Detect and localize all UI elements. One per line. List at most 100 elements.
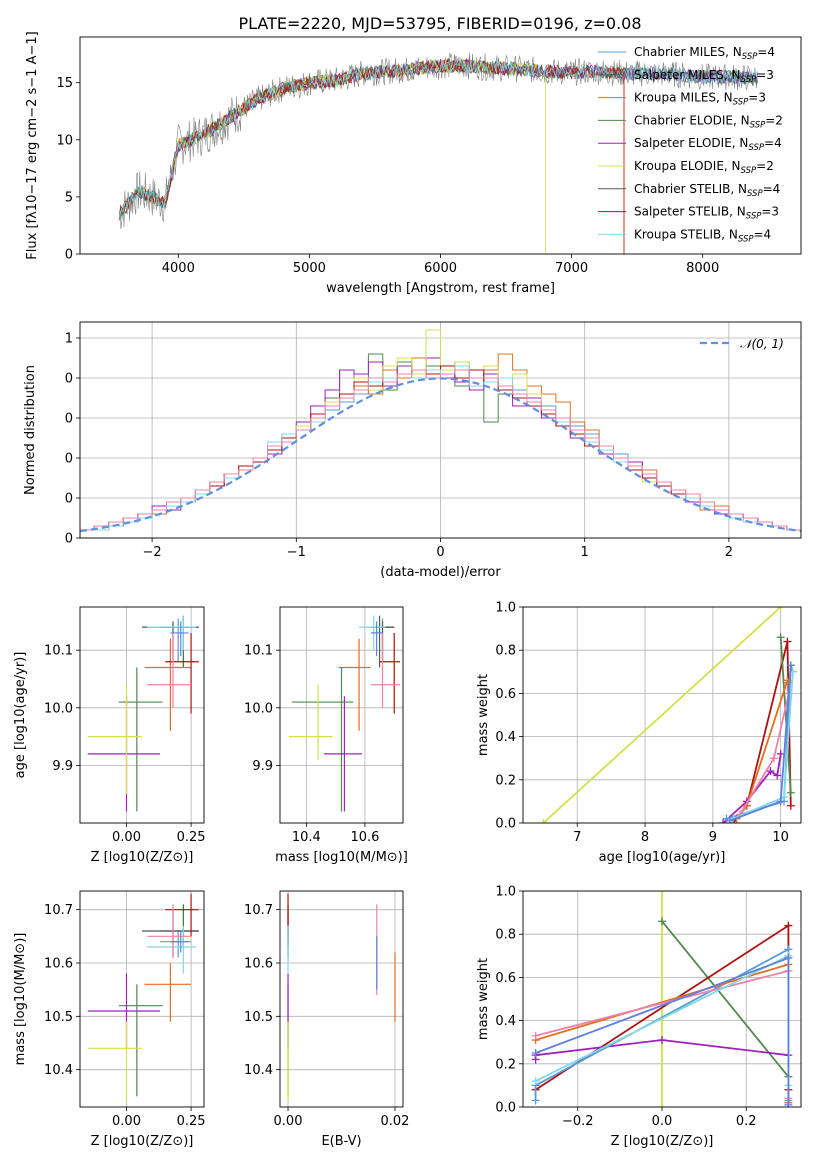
data-point: [323, 696, 362, 812]
weight-marker: [786, 801, 795, 810]
plot-area-residual_histogram: [80, 329, 801, 538]
y-tick-label: 0: [65, 492, 73, 507]
axes-mass_vs_Z: 0.00 0.25 10.4 10.5 10.6 10.7 Z [log10(Z/Z⊙)] m…: [13, 890, 206, 1149]
model-spectrum-line: [164, 57, 759, 208]
weight-marker: [658, 891, 666, 895]
x-tick-label: 0.2: [736, 1114, 757, 1129]
y-tick-label: 5: [65, 190, 73, 205]
data-point: [144, 963, 192, 1022]
legend-entry: Kroupa STELIB, NSSP=4: [634, 227, 771, 244]
data-point: [338, 638, 371, 731]
axes-spectrum: 4000 5000 6000 7000 8000 0 5 10 15 wavelength [An…: [25, 31, 802, 296]
weight-marker: [784, 1100, 793, 1107]
weight-marker: [531, 1096, 540, 1105]
y-tick-label: 0.2: [495, 773, 516, 788]
legend-entry: Salpeter STELIB, NSSP=3: [634, 205, 779, 222]
data-point: [373, 618, 389, 662]
x-tick-label: 10.4: [292, 830, 321, 845]
y-tick-label: 10.5: [244, 1010, 273, 1025]
x-axis-label: (data-model)/error: [380, 565, 501, 580]
weight-marker: [531, 1077, 540, 1086]
y-tick-label: 0.8: [495, 928, 516, 943]
model-spectrum-line: [118, 58, 625, 254]
y-tick-label: 1.0: [495, 885, 516, 900]
axes-weight_vs_Z: −0.2 0.0 0.2 0.0 0.2 0.4 0.6 0.8 1.0 Z [log10(Z/Z…: [476, 885, 802, 1149]
x-tick-label: −1: [287, 545, 306, 560]
weight-marker: [539, 819, 548, 823]
x-tick-label: 9: [709, 830, 717, 845]
data-point: [160, 904, 199, 947]
plot-area-weight_vs_Z: [531, 891, 793, 1107]
weight-marker: [531, 1031, 540, 1040]
y-tick-label: 0.0: [495, 1101, 516, 1116]
x-tick-label: 0.00: [112, 830, 141, 845]
data-point: [370, 632, 401, 708]
weight-marker: [784, 921, 793, 930]
plot-area-mass_vs_EBV: [287, 893, 396, 1102]
y-tick-label: 9.9: [52, 759, 73, 774]
y-tick-label: 0.2: [495, 1057, 516, 1072]
observed-spectrum: [119, 52, 758, 230]
weight-marker: [783, 637, 792, 646]
axes-frame: [79, 890, 205, 1108]
data-point: [118, 984, 163, 1097]
legend-entry: Chabrier MILES, NSSP=4: [634, 45, 775, 62]
weight-line: [726, 665, 794, 820]
y-tick-label: 10: [56, 133, 73, 148]
x-tick-label: 0.0: [652, 1114, 673, 1129]
legend-entry: Salpeter MILES, NSSP=3: [634, 68, 774, 85]
data-point: [160, 618, 192, 662]
weight-marker: [769, 754, 778, 763]
y-tick-label: 0: [65, 532, 73, 547]
weight-marker: [776, 633, 785, 642]
plot-area-weight_vs_age: [539, 607, 797, 823]
y-axis-label: Normed distribution: [23, 365, 38, 495]
x-tick-label: 4000: [162, 261, 195, 276]
data-point: [118, 667, 163, 812]
weight-marker: [773, 771, 782, 780]
data-point: [160, 615, 199, 668]
x-axis-label: mass [log10(M/M⊙)]: [275, 850, 408, 865]
plot-area-spectrum: [118, 52, 759, 254]
legend-entry: Chabrier STELIB, NSSP=4: [634, 182, 780, 199]
y-tick-label: 10.6: [44, 957, 73, 972]
y-tick-label: 10.7: [244, 903, 273, 918]
x-tick-label: −2: [143, 545, 162, 560]
y-tick-label: 0.6: [495, 687, 516, 702]
weight-line: [729, 665, 792, 822]
weight-marker: [658, 917, 666, 926]
data-point: [370, 621, 383, 656]
model-spectrum-line: [118, 58, 759, 218]
y-axis-label: mass weight: [476, 958, 491, 1040]
x-axis-label: E(B-V): [321, 1134, 361, 1149]
data-point: [147, 904, 192, 958]
data-point: [170, 621, 189, 656]
y-tick-label: 0: [65, 452, 73, 467]
x-axis-label: Z [log10(Z/Z⊙)]: [91, 850, 194, 865]
legend-entry: Kroupa MILES, NSSP=3: [634, 91, 766, 108]
weight-marker: [531, 1049, 540, 1057]
x-tick-label: 10: [772, 830, 789, 845]
axes-frame: [279, 890, 404, 1108]
y-tick-label: 10.1: [44, 644, 73, 659]
y-axis-label: mass weight: [476, 674, 491, 756]
weight-marker: [766, 767, 775, 776]
x-tick-label: 7: [573, 830, 581, 845]
y-tick-label: 1.0: [495, 601, 516, 616]
x-tick-label: 0: [436, 545, 444, 560]
plot-area-mass_vs_Z: [87, 893, 199, 1102]
y-tick-label: 0.4: [495, 730, 516, 745]
y-tick-label: 15: [56, 76, 73, 91]
data-point: [87, 684, 142, 795]
axes-frame: [522, 606, 802, 824]
plot-area-age_vs_Z: [87, 615, 199, 812]
y-tick-label: 10.4: [244, 1063, 273, 1078]
model-spectrum-line: [164, 57, 546, 254]
y-tick-label: 0.4: [495, 1014, 516, 1029]
weight-marker: [725, 816, 734, 823]
y-axis-label: mass [log10(M/M⊙)]: [13, 933, 28, 1066]
normal-curve: [80, 377, 801, 533]
axes-frame: [279, 606, 404, 824]
x-tick-label: 2: [725, 545, 733, 560]
